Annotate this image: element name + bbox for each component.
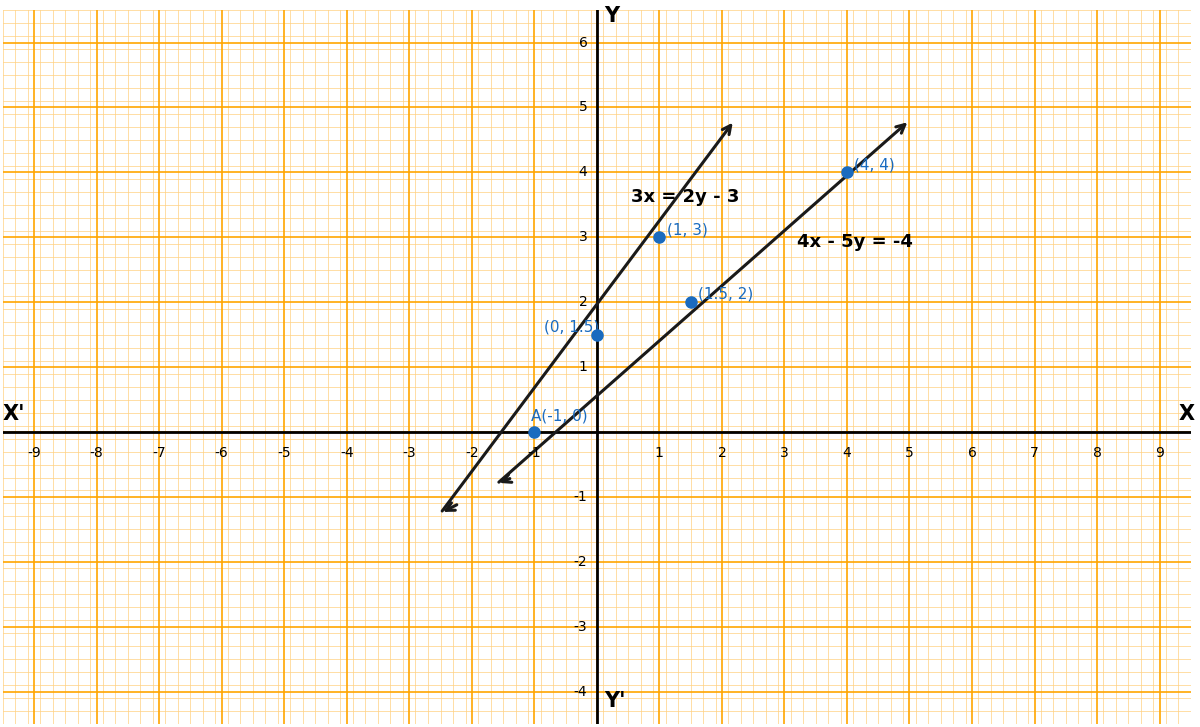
Text: 2: 2 [578, 295, 588, 309]
Text: 8: 8 [1093, 446, 1102, 460]
Text: 6: 6 [967, 446, 977, 460]
Text: -3: -3 [402, 446, 416, 460]
Text: (0, 1.5): (0, 1.5) [544, 319, 599, 334]
Text: -4: -4 [574, 685, 588, 699]
Text: -4: -4 [340, 446, 354, 460]
Text: 4: 4 [578, 165, 588, 180]
Text: -6: -6 [215, 446, 228, 460]
Text: 5: 5 [905, 446, 914, 460]
Text: 5: 5 [578, 100, 588, 114]
Text: -9: -9 [28, 446, 41, 460]
Text: 3: 3 [780, 446, 788, 460]
Text: X: X [1178, 404, 1194, 425]
Text: 3x = 2y - 3: 3x = 2y - 3 [631, 188, 739, 206]
Text: 1: 1 [655, 446, 664, 460]
Text: X': X' [2, 404, 25, 425]
Text: -3: -3 [574, 620, 588, 634]
Text: 4x - 5y = -4: 4x - 5y = -4 [797, 233, 913, 251]
Text: -7: -7 [152, 446, 166, 460]
Text: 2: 2 [718, 446, 726, 460]
Text: (1, 3): (1, 3) [667, 222, 708, 237]
Text: 7: 7 [1030, 446, 1039, 460]
Text: 6: 6 [578, 36, 588, 49]
Text: 4: 4 [842, 446, 851, 460]
Text: 1: 1 [578, 360, 588, 374]
Text: Y: Y [605, 7, 619, 26]
Text: -2: -2 [464, 446, 479, 460]
Text: -1: -1 [574, 490, 588, 504]
Text: Y': Y' [605, 691, 626, 711]
Text: -1: -1 [528, 446, 541, 460]
Text: 3: 3 [578, 230, 588, 244]
Text: 9: 9 [1156, 446, 1164, 460]
Text: (4, 4): (4, 4) [854, 157, 895, 172]
Text: (1.5, 2): (1.5, 2) [698, 287, 754, 302]
Text: -2: -2 [574, 555, 588, 569]
Text: -5: -5 [277, 446, 290, 460]
Text: A(-1, 0): A(-1, 0) [532, 409, 588, 423]
Text: -8: -8 [90, 446, 103, 460]
